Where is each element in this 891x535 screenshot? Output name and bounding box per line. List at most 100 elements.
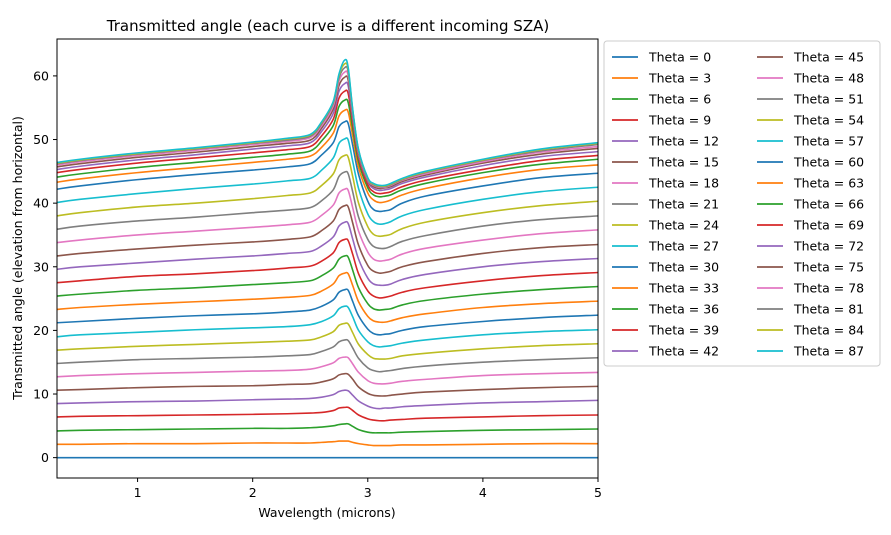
legend-label: Theta = 60 [793, 155, 864, 170]
legend-item: Theta = 54 [757, 113, 864, 128]
legend-item: Theta = 57 [757, 134, 864, 149]
legend-item: Theta = 69 [757, 218, 864, 233]
legend-label: Theta = 81 [793, 302, 864, 317]
series-line-18 [57, 154, 598, 238]
legend-label: Theta = 0 [648, 50, 711, 65]
series-line-19 [57, 137, 598, 226]
series-line-24 [57, 81, 598, 192]
x-tick-label: 3 [364, 485, 372, 500]
series-line-21 [57, 108, 598, 204]
y-axis-label: Transmitted angle (elevation from horizo… [10, 116, 25, 401]
x-axis-label: Wavelength (microns) [258, 505, 395, 520]
legend-item: Theta = 18 [612, 176, 719, 191]
series-line-20 [57, 120, 598, 213]
legend-item: Theta = 3 [612, 71, 711, 86]
legend-label: Theta = 33 [648, 281, 719, 296]
y-tick-label: 0 [41, 450, 49, 465]
plot-area-frame [56, 38, 599, 479]
legend-label: Theta = 3 [648, 71, 711, 86]
series-line-14 [57, 220, 598, 287]
legend-item: Theta = 45 [757, 50, 864, 65]
legend-label: Theta = 27 [648, 239, 719, 254]
legend-label: Theta = 75 [793, 260, 864, 275]
legend-item: Theta = 66 [757, 197, 864, 212]
series-line-17 [57, 170, 598, 250]
legend-label: Theta = 24 [648, 218, 719, 233]
legend-label: Theta = 18 [648, 176, 719, 191]
legend-label: Theta = 36 [648, 302, 719, 317]
legend-label: Theta = 78 [793, 281, 864, 296]
series-line-27 [57, 65, 598, 188]
legend-label: Theta = 87 [793, 344, 864, 359]
legend-frame [603, 40, 881, 367]
chart-title: Transmitted angle (each curve is a diffe… [106, 17, 549, 35]
legend-label: Theta = 45 [793, 50, 864, 65]
series-line-3 [57, 406, 598, 422]
legend-item: Theta = 60 [757, 155, 864, 170]
series-line-8 [57, 322, 598, 360]
legend-item: Theta = 39 [612, 323, 719, 338]
series-line-22 [57, 98, 598, 198]
legend-label: Theta = 48 [793, 71, 864, 86]
x-tick-label: 4 [479, 485, 487, 500]
legend-item: Theta = 51 [757, 92, 864, 107]
series-line-10 [57, 288, 598, 336]
x-axis-ticks: 1 2 3 4 5 [134, 478, 602, 500]
legend-label: Theta = 72 [793, 239, 864, 254]
legend-item: Theta = 84 [757, 323, 864, 338]
x-tick-label: 1 [134, 485, 142, 500]
legend-item: Theta = 72 [757, 239, 864, 254]
legend-item: Theta = 24 [612, 218, 719, 233]
y-tick-label: 60 [33, 68, 49, 83]
legend-item: Theta = 78 [757, 281, 864, 296]
legend-label: Theta = 54 [793, 113, 864, 128]
series-line-12 [57, 254, 598, 311]
y-tick-label: 20 [33, 323, 49, 338]
legend-label: Theta = 39 [648, 323, 719, 338]
legend-label: Theta = 42 [648, 344, 719, 359]
legend-item: Theta = 33 [612, 281, 719, 296]
legend-label: Theta = 66 [793, 197, 864, 212]
series-line-16 [57, 187, 598, 262]
x-tick-label: 2 [249, 485, 257, 500]
legend-label: Theta = 21 [648, 197, 719, 212]
legend-item: Theta = 42 [612, 344, 719, 359]
legend-label: Theta = 57 [793, 134, 864, 149]
legend-item: Theta = 63 [757, 176, 864, 191]
legend-label: Theta = 9 [648, 113, 711, 128]
legend-label: Theta = 30 [648, 260, 719, 275]
y-tick-label: 10 [33, 387, 49, 402]
legend-item: Theta = 36 [612, 302, 719, 317]
series-line-9 [57, 305, 598, 348]
legend-item: Theta = 27 [612, 239, 719, 254]
series-line-6 [57, 356, 598, 385]
legend-label: Theta = 12 [648, 134, 719, 149]
series-line-15 [57, 204, 598, 274]
legend-item: Theta = 12 [612, 134, 719, 149]
legend-item: Theta = 15 [612, 155, 719, 170]
series-lines [57, 58, 598, 459]
legend-label: Theta = 84 [793, 323, 864, 338]
x-tick-label: 5 [594, 485, 602, 500]
y-tick-label: 30 [33, 259, 49, 274]
series-line-2 [57, 422, 598, 434]
legend-item: Theta = 21 [612, 197, 719, 212]
series-line-29 [57, 58, 598, 187]
y-tick-label: 50 [33, 132, 49, 147]
legend-item: Theta = 87 [757, 344, 864, 359]
legend-label: Theta = 69 [793, 218, 864, 233]
legend: Theta = 0 Theta = 3 Theta = 6 Theta = 9 Thet… [603, 40, 881, 367]
legend-label: Theta = 51 [793, 92, 864, 107]
series-line-1 [57, 440, 598, 447]
series-line-7 [57, 338, 598, 373]
legend-label: Theta = 63 [793, 176, 864, 191]
legend-item: Theta = 0 [612, 50, 711, 65]
series-line-4 [57, 389, 598, 410]
legend-label: Theta = 15 [648, 155, 719, 170]
legend-item: Theta = 30 [612, 260, 719, 275]
legend-item: Theta = 81 [757, 302, 864, 317]
legend-item: Theta = 75 [757, 260, 864, 275]
y-axis-ticks: 0 10 20 30 40 50 60 [33, 68, 57, 465]
legend-label: Theta = 6 [648, 92, 711, 107]
